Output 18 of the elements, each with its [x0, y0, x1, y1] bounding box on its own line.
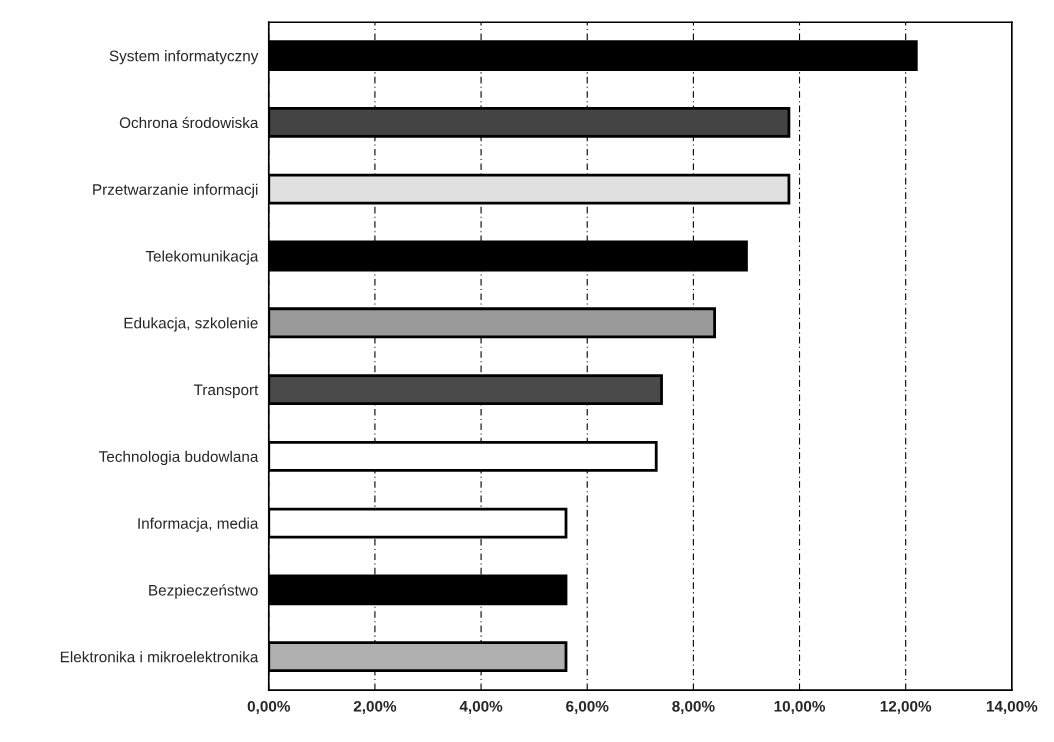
y-tick-label: Przetwarzanie informacji: [93, 183, 258, 198]
x-tick-label: 6,00%: [566, 700, 609, 714]
y-tick-label: System informatyczny: [109, 50, 259, 65]
y-tick-label: Elektronika i mikroelektronika: [60, 651, 259, 663]
x-tick-label: 8,00%: [672, 700, 715, 714]
y-tick-label: Technologia budowlana: [99, 450, 259, 466]
x-tick-label: 12,00%: [880, 700, 932, 714]
x-tick-label: 4,00%: [459, 700, 503, 714]
y-tick-label: Transport: [193, 384, 259, 399]
x-tick-label: 10,00%: [774, 700, 826, 714]
y-tick-label: Ochrona środowiska: [119, 116, 259, 129]
x-tick-label: 14,00%: [986, 700, 1038, 714]
y-tick-label: Informacja, media: [138, 517, 259, 532]
y-tick-label: Telekomunikacja: [145, 250, 259, 265]
y-tick-label: Edukacja, szkolenie: [124, 317, 258, 332]
x-tick-label: 0,00%: [247, 700, 291, 714]
y-tick-label: Bezpieczeństwo: [149, 584, 258, 599]
x-tick-label: 2,00%: [353, 700, 397, 714]
